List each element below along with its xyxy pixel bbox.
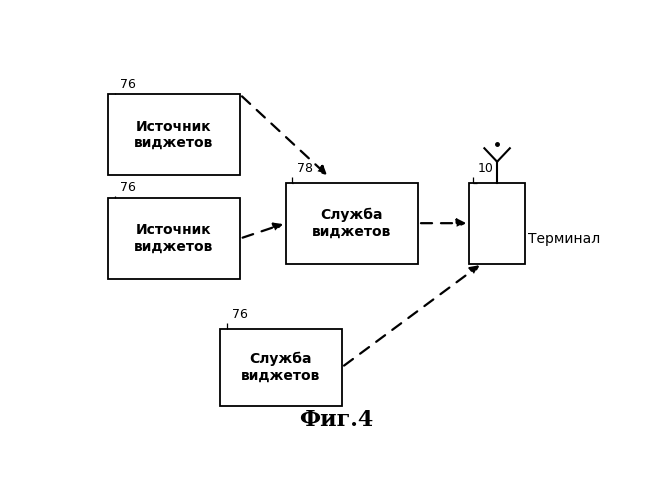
Text: Служба
виджетов: Служба виджетов <box>241 352 321 383</box>
Bar <box>108 198 240 279</box>
Bar <box>469 183 525 263</box>
Text: 78: 78 <box>297 162 313 175</box>
Text: 76: 76 <box>120 181 136 195</box>
Text: 76: 76 <box>120 78 136 91</box>
Text: Источник
виджетов: Источник виджетов <box>134 120 214 150</box>
Text: 76: 76 <box>232 308 248 321</box>
Text: 10: 10 <box>478 162 493 175</box>
Text: Служба
виджетов: Служба виджетов <box>312 208 392 239</box>
Text: Фиг.4: Фиг.4 <box>300 409 374 431</box>
Bar <box>108 94 240 175</box>
Text: Источник
виджетов: Источник виджетов <box>134 224 214 253</box>
Bar <box>286 183 419 263</box>
Text: Терминал: Терминал <box>528 232 600 246</box>
Bar <box>219 329 342 406</box>
